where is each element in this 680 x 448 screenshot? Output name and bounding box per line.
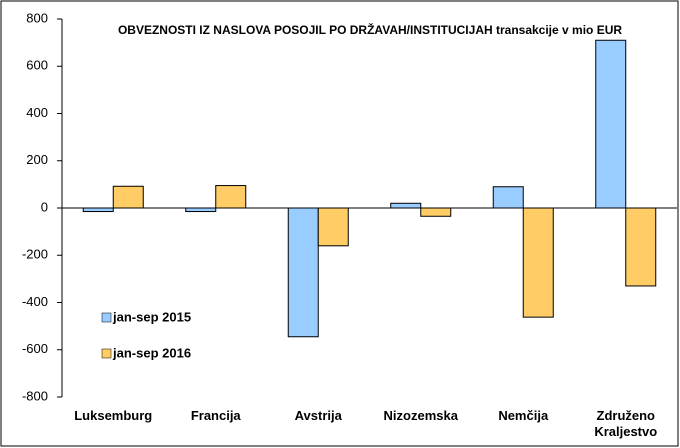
bar [595, 39, 627, 209]
y-tick-label: 0 [41, 199, 48, 214]
bar [317, 207, 349, 247]
y-tick-label: -600 [22, 341, 48, 356]
bar [215, 185, 247, 209]
bar [82, 207, 114, 213]
x-tick-label: Luksemburg [74, 408, 153, 423]
legend-swatch [101, 348, 112, 359]
bar [625, 207, 657, 287]
bar [522, 207, 554, 318]
bar [112, 185, 144, 209]
y-tick-label: 600 [26, 58, 48, 73]
x-tick-label: Nemčija [498, 408, 549, 423]
bar [420, 207, 452, 217]
y-tick-label: -800 [22, 388, 48, 403]
y-tick-label: 800 [26, 10, 48, 25]
y-tick-label: -400 [22, 294, 48, 309]
legend-label: jan-sep 2016 [112, 345, 191, 360]
legend-swatch [101, 312, 112, 323]
x-tick-label: Avstrija [294, 408, 342, 423]
y-tick-label: 200 [26, 152, 48, 167]
bar [287, 207, 319, 338]
bar [492, 186, 524, 209]
chart-title: OBVEZNOSTI IZ NASLOVA POSOJIL PO DRŽAVAH… [118, 22, 622, 37]
bar [390, 202, 422, 209]
x-tick-label: Združeno Kraljestvo [594, 408, 658, 439]
y-tick-label: 400 [26, 105, 48, 120]
x-tick-label: Nizozemska [383, 408, 458, 423]
legend-label: jan-sep 2015 [112, 309, 191, 324]
x-tick-label: Francija [190, 408, 241, 423]
y-tick-label: -200 [22, 247, 48, 262]
bar [185, 207, 217, 213]
